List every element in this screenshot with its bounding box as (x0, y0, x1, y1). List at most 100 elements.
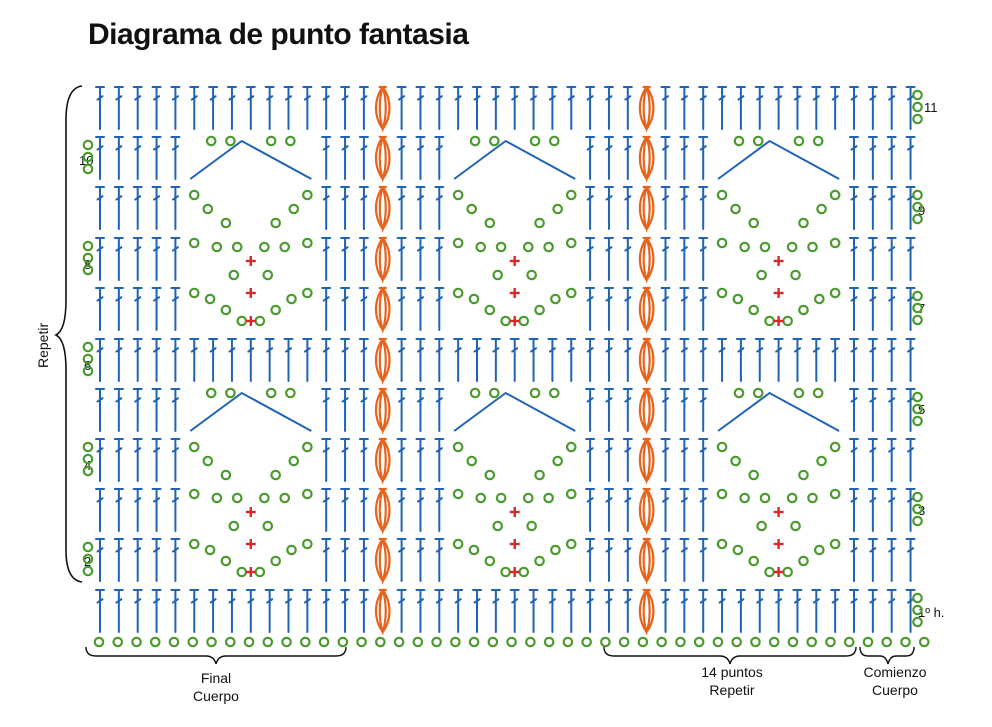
double-crochet (170, 589, 181, 633)
chain-stitch (205, 387, 217, 399)
chain-stitch (452, 237, 464, 249)
chain-stitch (518, 315, 530, 327)
double-crochet (867, 388, 878, 432)
double-crochet (321, 86, 332, 130)
double-crochet (660, 136, 671, 180)
chain-stitch (829, 287, 841, 299)
double-crochet (170, 186, 181, 230)
double-crochet (132, 287, 143, 331)
chain-stitch (93, 636, 105, 648)
chain-stitch (565, 287, 577, 299)
double-crochet (264, 86, 275, 130)
chain-stitch (188, 237, 200, 249)
double-crochet (660, 388, 671, 432)
double-crochet (283, 338, 294, 382)
double-crochet (170, 388, 181, 432)
double-crochet (603, 589, 614, 633)
double-crochet (660, 86, 671, 130)
double-crochet (113, 388, 124, 432)
chain-stitch (732, 544, 744, 556)
double-crochet (245, 589, 256, 633)
double-crochet (415, 338, 426, 382)
double-crochet (113, 338, 124, 382)
double-crochet (396, 438, 407, 482)
row-label-9: 9 (918, 203, 925, 218)
chain-stitch (552, 203, 563, 215)
double-crochet (340, 186, 351, 230)
double-crochet (434, 589, 445, 633)
double-crochet (679, 388, 690, 432)
chain-stitch (712, 636, 724, 648)
double-crochet (113, 438, 124, 482)
chain-stitch (739, 492, 750, 504)
double-crochet (717, 338, 728, 382)
cluster-stitch (374, 537, 391, 585)
double-crochet (905, 438, 916, 482)
double-crochet (622, 538, 633, 582)
double-crochet (905, 538, 916, 582)
double-crochet (773, 338, 784, 382)
double-crochet (792, 589, 803, 633)
chain-stitch (912, 189, 923, 201)
double-crochet (396, 237, 407, 281)
chain-stitch (534, 555, 545, 567)
double-crochet (132, 186, 143, 230)
double-crochet (321, 488, 332, 532)
chain-stitch (225, 135, 236, 147)
chain-stitch (82, 151, 94, 163)
arch-line (717, 391, 840, 432)
double-crochet (622, 589, 633, 633)
chain-stitch (756, 269, 767, 281)
double-crochet (95, 488, 105, 532)
cluster-stitch (638, 387, 655, 435)
repeat-brace (54, 85, 83, 583)
double-crochet (132, 237, 143, 281)
chain-stitch (730, 455, 741, 467)
chain-stitch (205, 135, 217, 147)
double-crochet (867, 338, 878, 382)
double-crochet (321, 136, 332, 180)
double-crochet (208, 338, 219, 382)
double-crochet (151, 186, 162, 230)
chain-stitch (262, 520, 274, 532)
double-crochet (622, 186, 633, 230)
chain-stitch (265, 135, 277, 147)
row-label-4: 4 (84, 458, 91, 473)
chain-stitch (188, 287, 200, 299)
chain-stitch (270, 555, 281, 567)
chain-stitch (302, 237, 313, 249)
double-crochet (886, 438, 897, 482)
chain-stitch (548, 387, 560, 399)
double-crochet (95, 388, 105, 432)
chain-stitch (912, 113, 923, 125)
chain-stitch (452, 441, 464, 453)
chain-stitch (475, 241, 487, 253)
chain-stitch (495, 241, 507, 253)
chain-stitch (748, 555, 760, 567)
double-crochet (113, 186, 124, 230)
chain-stitch (716, 287, 728, 299)
chain-stitch (206, 636, 217, 648)
single-crochet (245, 507, 256, 517)
double-crochet (754, 589, 765, 633)
chain-stitch (231, 241, 243, 253)
double-crochet (151, 388, 162, 432)
double-crochet (754, 86, 765, 130)
double-crochet (434, 438, 445, 482)
chain-stitch (188, 488, 200, 500)
double-crochet (886, 589, 897, 633)
chain-stitch (912, 415, 923, 427)
double-crochet (585, 136, 596, 180)
double-crochet (113, 237, 124, 281)
double-crochet (321, 589, 332, 633)
double-crochet (698, 136, 709, 180)
double-crochet (151, 338, 162, 382)
chain-stitch (534, 304, 545, 316)
chain-stitch (752, 135, 764, 147)
chain-stitch (220, 304, 232, 316)
chain-stitch (526, 520, 537, 532)
chain-stitch (484, 469, 496, 481)
chain-stitch (814, 293, 825, 305)
chain-stitch (220, 555, 232, 567)
double-crochet (679, 86, 690, 130)
